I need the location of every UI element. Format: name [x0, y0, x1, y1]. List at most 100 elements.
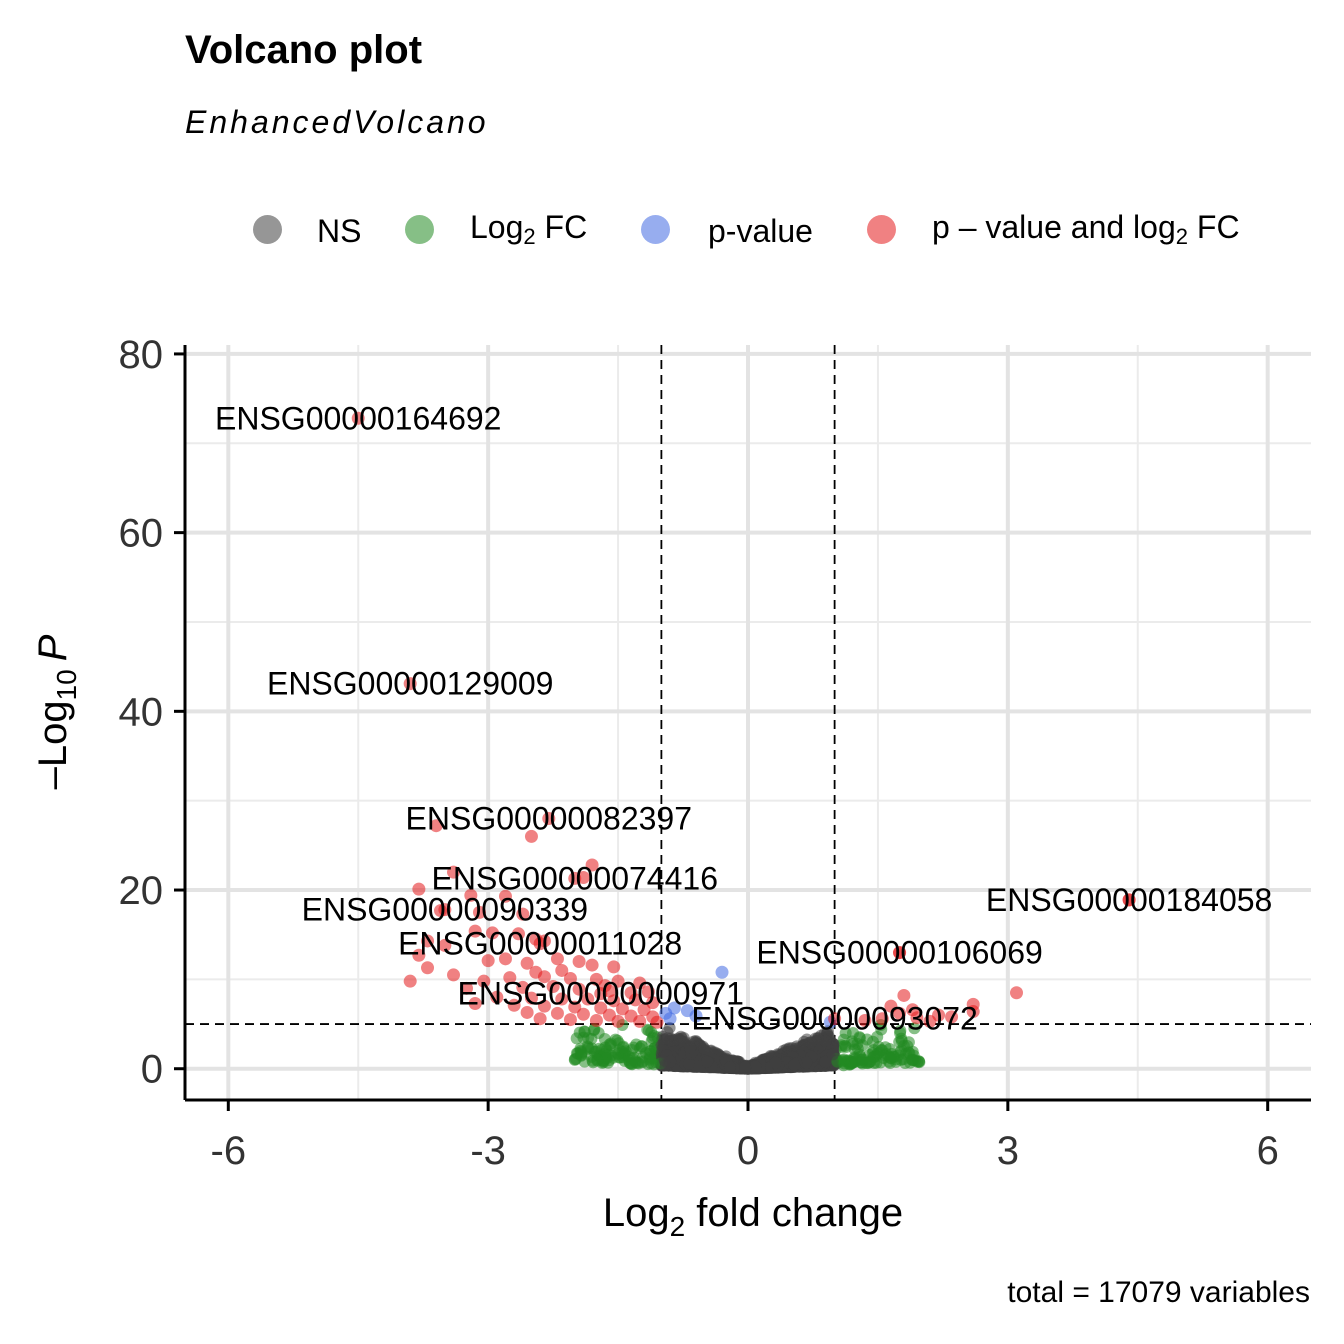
cloud-point — [591, 1053, 604, 1066]
data-point — [421, 934, 435, 948]
legend-swatch-pvalue-and-log2fc — [867, 215, 896, 244]
data-point — [546, 980, 560, 994]
labeled-point — [1122, 893, 1136, 907]
data-point — [403, 974, 417, 988]
cloud-point — [575, 1046, 588, 1059]
cloud-point — [884, 1051, 897, 1064]
gene-label: ENSG00000082397 — [406, 801, 692, 837]
data-point — [858, 1013, 872, 1027]
gene-label: ENSG00000074416 — [432, 860, 718, 896]
labeled-point — [568, 871, 582, 885]
cloud-point — [647, 1058, 660, 1071]
data-point — [576, 1007, 590, 1021]
x-tick-label: 0 — [737, 1129, 759, 1173]
data-point — [581, 992, 595, 1006]
cloud-point — [749, 1060, 762, 1073]
data-point — [893, 1006, 907, 1020]
gene-label: ENSG00000093072 — [691, 1001, 977, 1037]
data-point — [460, 981, 473, 995]
data-point — [550, 1006, 564, 1020]
data-point — [633, 976, 647, 990]
data-point — [468, 924, 482, 938]
data-point — [520, 1005, 534, 1019]
data-point — [533, 1012, 547, 1026]
data-point — [429, 819, 443, 833]
cloud-point — [861, 1033, 874, 1046]
labeled-point — [403, 677, 417, 691]
labeled-point — [828, 1012, 842, 1026]
cloud-point — [879, 1041, 892, 1054]
data-point — [611, 974, 625, 988]
data-point — [516, 907, 530, 921]
cloud-point — [902, 1036, 915, 1049]
cloud-point — [826, 1048, 839, 1061]
data-point — [485, 926, 499, 940]
legend-label-pvalue: p-value — [708, 213, 813, 249]
data-point — [481, 954, 495, 968]
data-point — [884, 999, 898, 1013]
y-tick-label: 0 — [141, 1048, 163, 1092]
data-point — [555, 992, 569, 1006]
data-point — [529, 965, 543, 979]
data-point — [472, 905, 486, 919]
data-point — [520, 956, 534, 970]
data-point — [585, 858, 599, 872]
gene-label: ENSG00000011028 — [398, 926, 682, 962]
cloud-point — [739, 1060, 752, 1073]
data-point — [563, 971, 577, 985]
data-point — [897, 988, 911, 1002]
data-point — [464, 888, 478, 902]
data-point — [589, 1013, 603, 1027]
legend-swatch-log2fc — [405, 215, 434, 244]
data-point — [594, 1001, 608, 1015]
cloud-point — [626, 1052, 639, 1065]
data-point — [498, 952, 512, 966]
cloud-point — [857, 1053, 870, 1066]
data-point — [550, 952, 564, 966]
grid — [185, 345, 1311, 1100]
data-point — [572, 955, 586, 969]
cloud-point — [684, 1041, 697, 1054]
gene-label: ENSG00000129009 — [267, 666, 553, 702]
gene-label: ENSG00000184058 — [986, 882, 1272, 918]
data-point — [412, 882, 426, 896]
data-point — [906, 1003, 920, 1017]
cloud-point — [664, 1055, 677, 1068]
legend-swatch-ns — [253, 215, 282, 244]
cloud-point — [868, 1051, 881, 1064]
labeled-point — [533, 937, 547, 951]
data-point — [689, 1009, 703, 1023]
y-tick-label: 20 — [119, 869, 164, 913]
data-point — [932, 1008, 946, 1022]
caption: total = 17079 variables — [1007, 1276, 1310, 1309]
labeled-point — [893, 946, 907, 960]
data-point — [637, 1003, 651, 1017]
cutoff-lines — [185, 345, 1311, 1100]
cloud-point — [839, 1040, 852, 1053]
cloud-point — [819, 1055, 832, 1068]
legend-swatch-pvalue — [641, 215, 670, 244]
cloud-point — [903, 1047, 916, 1060]
labeled-point — [351, 411, 365, 425]
y-tick-label: 80 — [119, 333, 164, 377]
data-point — [585, 958, 599, 972]
data-point — [555, 963, 569, 977]
data-point — [503, 971, 517, 985]
y-axis-label: –Log10P — [31, 634, 82, 789]
x-tick-label: -3 — [470, 1129, 506, 1173]
chart-title: Volcano plot — [185, 28, 423, 72]
data-point — [516, 980, 530, 994]
data-point — [477, 974, 491, 988]
x-tick-label: 3 — [997, 1129, 1019, 1173]
data-point — [490, 990, 504, 1004]
data-point — [568, 1000, 582, 1014]
legend-label-pvalue-and-log2fc: p – value and log2 FC — [932, 209, 1240, 249]
chart-subtitle: EnhancedVolcano — [185, 104, 489, 140]
cloud-point — [788, 1058, 801, 1071]
cloud-point — [701, 1055, 714, 1068]
y-tick-label: 40 — [119, 690, 164, 734]
cloud-point — [804, 1036, 817, 1049]
data-point — [966, 1005, 980, 1019]
